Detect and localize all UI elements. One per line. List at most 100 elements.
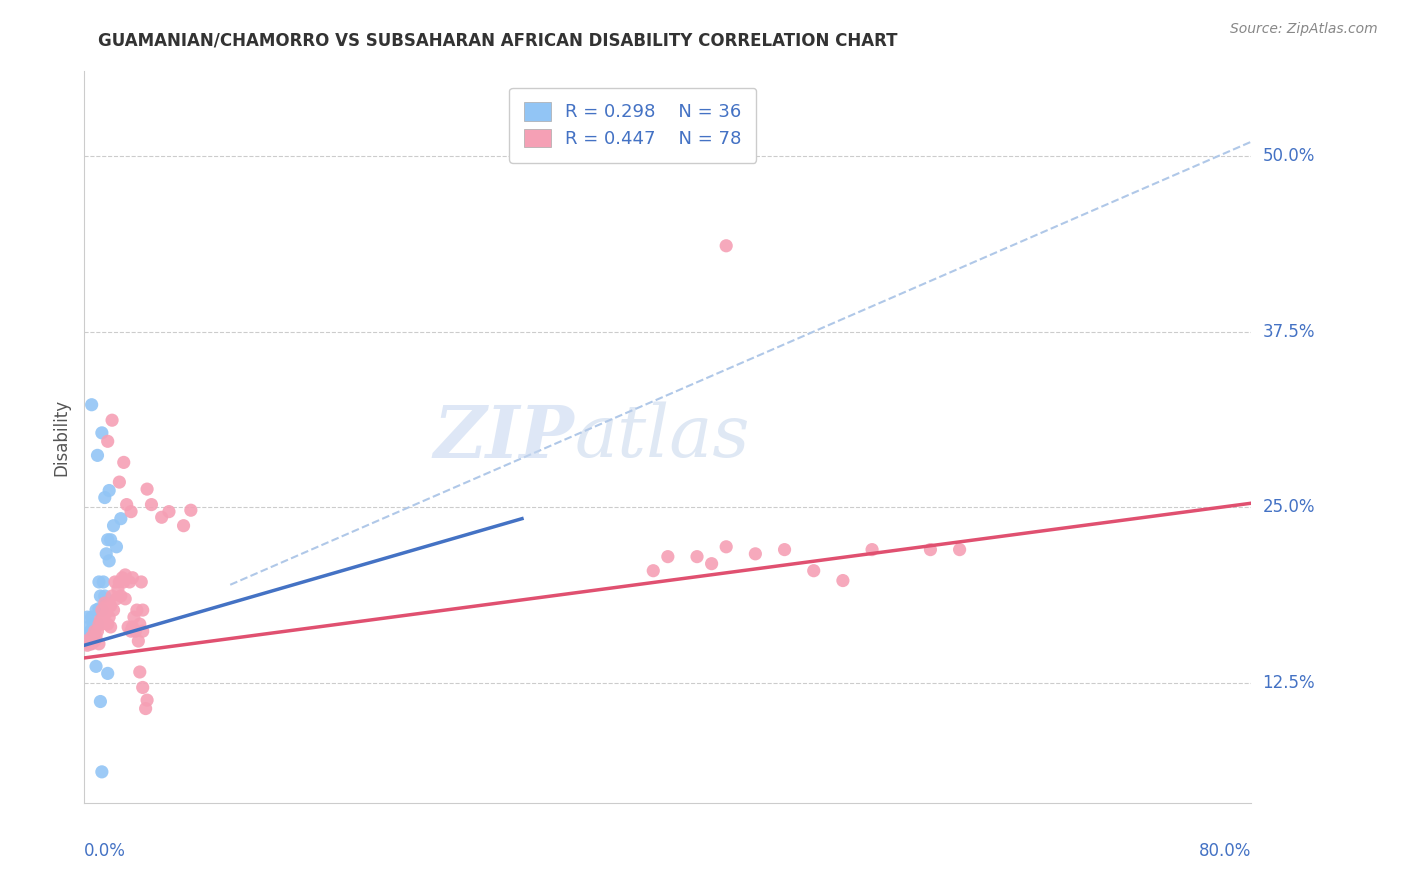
Point — [90, 425, 112, 440]
Point — [136, 693, 159, 707]
Point — [77, 637, 100, 651]
Point — [110, 511, 132, 525]
Point — [75, 627, 97, 641]
Point — [82, 634, 104, 648]
Point — [97, 533, 120, 547]
Point — [80, 624, 103, 639]
Point — [112, 455, 135, 469]
Text: Source: ZipAtlas.com: Source: ZipAtlas.com — [1230, 22, 1378, 37]
Point — [101, 413, 124, 427]
Point — [91, 574, 114, 589]
Point — [80, 398, 103, 412]
Point — [128, 617, 150, 632]
Point — [832, 574, 855, 588]
Point — [107, 582, 129, 596]
Text: 0.0%: 0.0% — [84, 842, 127, 860]
Point — [157, 505, 180, 519]
Point — [98, 554, 121, 568]
Point — [686, 549, 709, 564]
Point — [128, 665, 150, 679]
Point — [94, 589, 117, 603]
Point — [76, 638, 98, 652]
Point — [136, 482, 159, 496]
Point — [118, 574, 141, 589]
Text: 80.0%: 80.0% — [1199, 842, 1251, 860]
Point — [96, 599, 118, 613]
Point — [84, 659, 107, 673]
Point — [79, 637, 101, 651]
Point — [76, 610, 98, 624]
Point — [77, 620, 100, 634]
Point — [94, 491, 117, 505]
Point — [114, 568, 136, 582]
Point — [101, 589, 124, 603]
Point — [90, 617, 112, 632]
Point — [132, 681, 155, 695]
Point — [82, 617, 104, 632]
Point — [125, 603, 148, 617]
Point — [121, 620, 143, 634]
Point — [80, 610, 103, 624]
Point — [100, 599, 122, 613]
Point — [83, 624, 105, 639]
Point — [86, 449, 108, 463]
Point — [77, 630, 100, 644]
Point — [90, 603, 112, 617]
Point — [105, 540, 128, 554]
Point — [110, 589, 132, 603]
Point — [643, 564, 665, 578]
Text: 37.5%: 37.5% — [1263, 323, 1315, 341]
Point — [98, 610, 121, 624]
Point — [97, 617, 120, 632]
Point — [86, 617, 108, 632]
Y-axis label: Disability: Disability — [52, 399, 70, 475]
Point — [744, 547, 766, 561]
Point — [104, 574, 127, 589]
Point — [117, 620, 139, 634]
Point — [89, 694, 111, 708]
Point — [79, 630, 101, 644]
Point — [135, 701, 157, 715]
Point — [773, 542, 796, 557]
Point — [860, 542, 883, 557]
Point — [121, 571, 143, 585]
Point — [716, 540, 738, 554]
Point — [100, 533, 122, 547]
Text: 12.5%: 12.5% — [1263, 674, 1315, 692]
Point — [114, 591, 136, 606]
Point — [91, 610, 114, 624]
Point — [132, 624, 155, 639]
Point — [89, 589, 111, 603]
Point — [657, 549, 679, 564]
Point — [700, 557, 723, 571]
Point — [82, 630, 104, 644]
Point — [98, 483, 121, 498]
Point — [80, 630, 103, 644]
Point — [920, 542, 942, 557]
Point — [173, 518, 195, 533]
Point — [84, 630, 107, 644]
Point — [83, 624, 105, 639]
Point — [87, 637, 110, 651]
Point — [94, 596, 117, 610]
Point — [127, 634, 149, 648]
Point — [87, 601, 110, 615]
Point — [112, 574, 135, 589]
Legend: R = 0.298    N = 36, R = 0.447    N = 78: R = 0.298 N = 36, R = 0.447 N = 78 — [509, 87, 756, 162]
Point — [949, 542, 972, 557]
Text: atlas: atlas — [575, 401, 749, 473]
Point — [108, 475, 131, 489]
Point — [80, 637, 103, 651]
Point — [120, 624, 142, 639]
Point — [96, 606, 118, 620]
Point — [100, 620, 122, 634]
Point — [79, 624, 101, 639]
Point — [83, 634, 105, 648]
Point — [132, 603, 155, 617]
Point — [89, 613, 111, 627]
Point — [115, 498, 138, 512]
Point — [716, 239, 738, 253]
Text: GUAMANIAN/CHAMORRO VS SUBSAHARAN AFRICAN DISABILITY CORRELATION CHART: GUAMANIAN/CHAMORRO VS SUBSAHARAN AFRICAN… — [98, 31, 898, 49]
Point — [180, 503, 202, 517]
Point — [111, 571, 134, 585]
